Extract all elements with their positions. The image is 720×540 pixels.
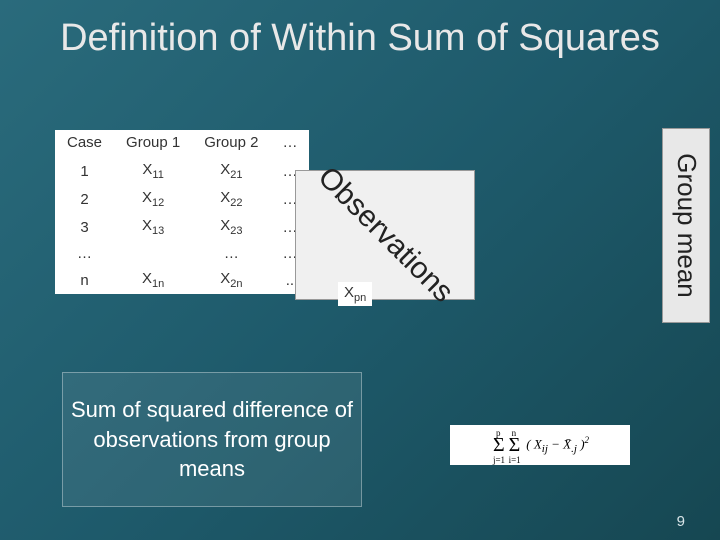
col-ellipsis: … [270,130,309,157]
slide-title: Definition of Within Sum of Squares [0,0,720,60]
group-mean-text: Group mean [671,153,702,298]
table-row: n X1n X2n .. [55,266,309,294]
cell: n [55,266,114,294]
col-case: Case [55,130,114,157]
cell: X23 [192,213,270,241]
cell [114,241,192,266]
observations-text: Observations [310,160,459,309]
table-row: 2 X12 X22 … [55,185,309,213]
col-group1: Group 1 [114,130,192,157]
cell: 2 [55,185,114,213]
cell: X13 [114,213,192,241]
sum-upper: n [512,428,517,438]
cell: X21 [192,157,270,185]
observations-overlay: Observations [295,170,475,300]
cell: … [192,241,270,266]
cell: X12 [114,185,192,213]
sum-upper: p [496,428,501,438]
cell: X2n [192,266,270,294]
table-header-row: Case Group 1 Group 2 … [55,130,309,157]
table-row: 1 X11 X21 … [55,157,309,185]
table-row: 3 X13 X23 … [55,213,309,241]
cell: 3 [55,213,114,241]
cell: X22 [192,185,270,213]
page-number: 9 [677,513,685,530]
table-row: … … … [55,241,309,266]
sum-lower: i=1 [509,455,521,465]
col-group2: Group 2 [192,130,270,157]
sum-lower: j=1 [493,455,505,465]
cell: 1 [55,157,114,185]
cell: … [55,241,114,266]
last-row-xpn: Xpn [338,282,372,306]
sigma-inner: Σi=1n [509,434,521,457]
formula-body: ( Xij − X̄.j )2 [526,435,589,455]
formula-box: Σj=1p Σi=1n ( Xij − X̄.j )2 [450,425,630,465]
sigma-outer: Σj=1p [493,434,505,457]
group-mean-overlay: Group mean [662,128,710,323]
data-table: Case Group 1 Group 2 … 1 X11 X21 … 2 X12… [55,130,309,294]
cell: X1n [114,266,192,294]
cell: X11 [114,157,192,185]
description-box: Sum of squared difference of observation… [62,372,362,507]
description-text: Sum of squared difference of observation… [63,395,361,484]
